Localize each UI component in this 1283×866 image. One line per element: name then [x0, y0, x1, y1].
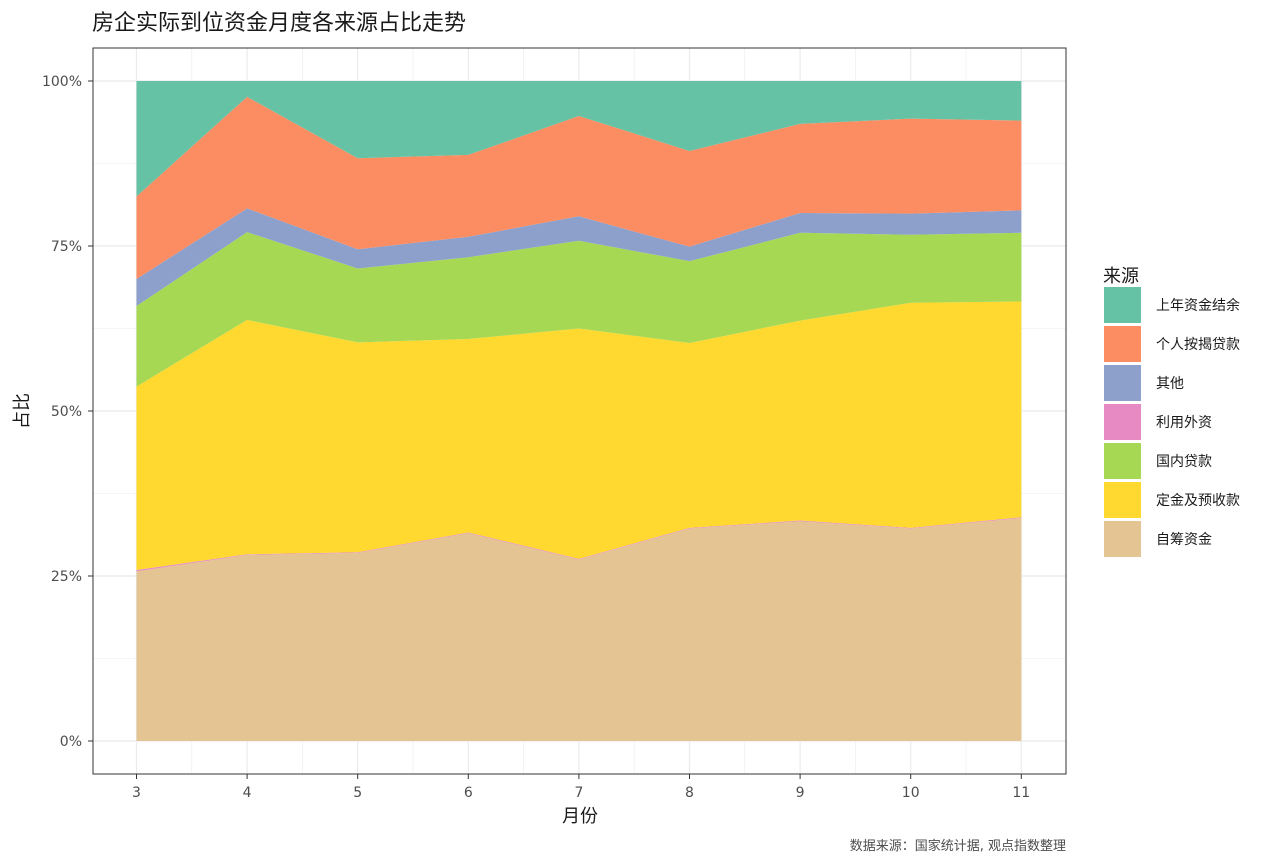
caption: 数据来源：国家统计据, 观点指数整理 [850, 838, 1066, 854]
area-series-国内贷款 [136, 232, 1022, 387]
legend-key [1104, 326, 1141, 362]
y-axis: 0% 25% 50% 75% 100% [42, 74, 93, 750]
x-tick-label: 7 [574, 785, 583, 801]
plot-panel [92, 47, 1067, 775]
legend-key [1104, 287, 1141, 323]
legend-label: 个人按揭贷款 [1156, 337, 1240, 353]
legend-label: 自筹资金 [1156, 531, 1212, 548]
y-tick-label: 100% [42, 74, 82, 90]
legend-key [1104, 404, 1141, 440]
legend-label: 国内贷款 [1156, 454, 1212, 470]
x-tick-label: 11 [1012, 785, 1030, 801]
legend-label: 利用外资 [1156, 415, 1212, 431]
x-tick-label: 5 [353, 785, 362, 801]
area-series-上年资金结余 [136, 81, 1022, 197]
area-layers [136, 81, 1022, 741]
legend-key [1104, 482, 1141, 518]
y-tick-label: 50% [51, 404, 82, 420]
legend-label: 上年资金结余 [1156, 297, 1240, 314]
area-series-定金及预收款 [136, 301, 1022, 571]
y-tick-label: 25% [51, 569, 82, 585]
x-axis: 3 4 5 6 7 8 9 10 11 [132, 774, 1030, 801]
legend-label: 其他 [1156, 376, 1184, 392]
x-tick-label: 9 [796, 785, 805, 801]
y-axis-title: 占比 [12, 393, 33, 429]
legend-key [1104, 443, 1141, 479]
x-tick-label: 6 [464, 785, 473, 801]
legend-key [1104, 521, 1141, 557]
legend-title: 来源 [1103, 266, 1139, 287]
x-tick-label: 4 [243, 785, 252, 801]
x-tick-label: 8 [685, 785, 694, 801]
x-axis-title: 月份 [562, 806, 598, 827]
area-series-个人按揭贷款 [136, 96, 1022, 279]
y-tick-label: 75% [51, 239, 82, 255]
x-tick-label: 3 [132, 785, 141, 801]
area-series-其他 [136, 208, 1022, 307]
legend-key [1104, 365, 1141, 401]
y-tick-label: 0% [60, 734, 82, 750]
legend-label: 定金及预收款 [1156, 493, 1240, 509]
chart-title: 房企实际到位资金月度各来源占比走势 [92, 11, 466, 36]
x-tick-label: 10 [902, 785, 920, 801]
area-series-自筹资金 [136, 517, 1022, 741]
